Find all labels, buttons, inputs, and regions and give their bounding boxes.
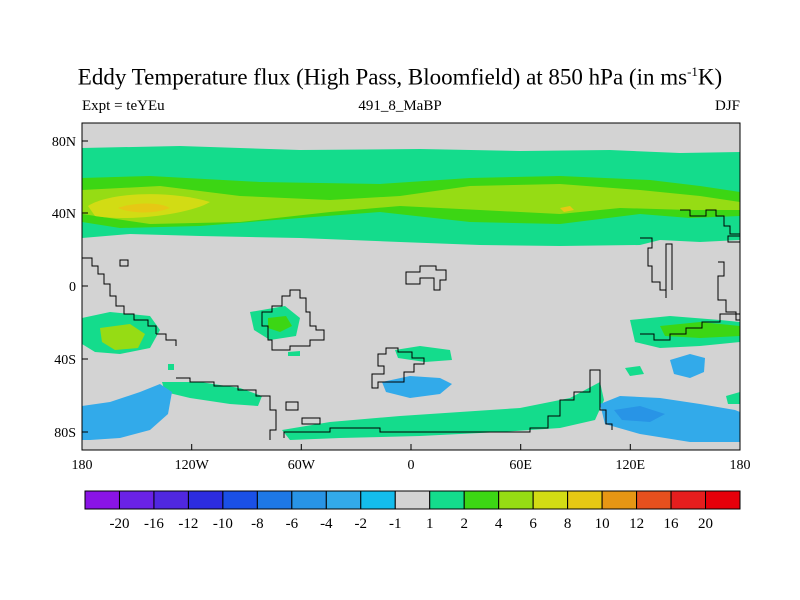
title-superscript: -1 xyxy=(687,64,698,79)
colorbar-box xyxy=(394,490,431,510)
colorbar-label: 1 xyxy=(426,516,434,532)
plot-title: Eddy Temperature flux (High Pass, Bloomf… xyxy=(0,64,800,91)
colorbar-box xyxy=(601,490,638,510)
colorbar-label: 8 xyxy=(564,516,572,532)
y-axis-labels: 80N 40N 0 40S 80S xyxy=(52,135,76,441)
x-tick-label: 0 xyxy=(408,458,415,473)
colorbar-box xyxy=(325,490,362,510)
contour-sh-lower-green xyxy=(162,382,262,406)
contour-neg-south-indian xyxy=(670,354,705,378)
colorbar-box xyxy=(84,490,120,510)
y-tick-label: 40N xyxy=(52,207,76,222)
coastlines xyxy=(82,209,740,440)
colorbar-label: 6 xyxy=(529,516,537,532)
colorbar-label: -12 xyxy=(178,516,198,532)
colorbar-label: -10 xyxy=(213,516,233,532)
coast-falkland xyxy=(285,401,299,411)
contour-sa-lime xyxy=(268,316,292,332)
x-tick-label: 180 xyxy=(730,458,751,473)
coast-north-america-west xyxy=(82,257,157,334)
coast-south-america-tail xyxy=(176,377,277,440)
contour-band-4-6 xyxy=(82,184,740,224)
coast-central-america xyxy=(156,333,177,346)
colorbar-label: 2 xyxy=(460,516,468,532)
colorbar-box xyxy=(532,490,569,510)
colorbar-label: 20 xyxy=(698,516,713,532)
season-label: DJF xyxy=(714,98,740,114)
y-tick-label: 80S xyxy=(54,426,76,441)
experiment-label: Expt = teYEu xyxy=(82,98,165,114)
colorbar-box xyxy=(291,490,327,510)
coast-africa xyxy=(371,347,425,389)
x-tick-label: 180 xyxy=(72,458,93,473)
x-tick-label: 60E xyxy=(509,458,532,473)
colorbar-box xyxy=(636,490,672,510)
coast-asia-east xyxy=(640,209,740,298)
coast-antarctica xyxy=(283,369,613,438)
run-id-label: 491_8_MaBP xyxy=(358,98,442,114)
colorbar-box xyxy=(222,490,258,510)
x-tick-label: 60W xyxy=(288,458,316,473)
y-tick-label: 40S xyxy=(54,353,76,368)
colorbar: -20 -16 -12 -10 -8 -6 -4 -2 -1 1 2 4 6 8 10 12 16 20 xyxy=(84,490,741,532)
contour-neg-southwest xyxy=(82,384,172,440)
coast-eurasia-mid xyxy=(405,265,447,291)
contour-fill xyxy=(82,146,740,442)
colorbar-box xyxy=(498,490,534,510)
coast-australia xyxy=(640,313,740,341)
colorbar-box xyxy=(118,490,155,510)
colorbar-box xyxy=(429,490,465,510)
colorbar-label: -1 xyxy=(389,516,402,532)
contour-africa-green xyxy=(395,346,452,362)
contour-band-8-10-east xyxy=(560,206,574,212)
colorbar-box xyxy=(705,490,741,510)
colorbar-box xyxy=(463,490,500,510)
colorbar-label: -8 xyxy=(251,516,264,532)
coast-new-zealand xyxy=(727,235,740,243)
y-tick-label: 80N xyxy=(52,135,76,150)
contour-neg-southeast-core xyxy=(614,406,665,422)
title-end: K) xyxy=(697,64,723,90)
y-tick-label: 0 xyxy=(69,280,76,295)
colorbar-box xyxy=(670,490,707,510)
colorbar-box xyxy=(256,490,293,510)
colorbar-label: 4 xyxy=(495,516,503,532)
colorbar-label: -2 xyxy=(355,516,368,532)
colorbar-label: -6 xyxy=(286,516,299,532)
contour-se-small xyxy=(625,366,644,376)
contour-band-8-10 xyxy=(118,203,170,213)
colorbar-box xyxy=(567,490,603,510)
colorbar-label: 12 xyxy=(629,516,644,532)
colorbar-label: -4 xyxy=(320,516,333,532)
axis-ticks xyxy=(81,140,741,450)
coast-se-asia xyxy=(665,243,740,321)
colorbar-box xyxy=(153,490,189,510)
title-main: Eddy Temperature flux (High Pass, Bloomf… xyxy=(77,64,688,90)
colorbar-label: 16 xyxy=(664,516,680,532)
contour-se-edge xyxy=(726,392,740,404)
coast-island-small xyxy=(119,259,129,267)
x-tick-label: 120W xyxy=(175,458,210,473)
contour-sh-west-yellowgreen xyxy=(100,324,145,350)
colorbar-box xyxy=(360,490,396,510)
colorbar-label: 10 xyxy=(595,516,610,532)
coast-south-georgia xyxy=(301,417,321,425)
contour-sh-small xyxy=(168,364,174,370)
coast-south-america xyxy=(261,289,325,351)
colorbar-label: -16 xyxy=(144,516,164,532)
x-tick-label: 120E xyxy=(616,458,646,473)
colorbar-box xyxy=(187,490,224,510)
colorbar-label: -20 xyxy=(109,516,129,532)
contour-sa-spot xyxy=(288,351,300,356)
contour-antarctic-green xyxy=(282,382,604,440)
x-axis-labels: 180 120W 60W 0 60E 120E 180 xyxy=(72,458,751,473)
